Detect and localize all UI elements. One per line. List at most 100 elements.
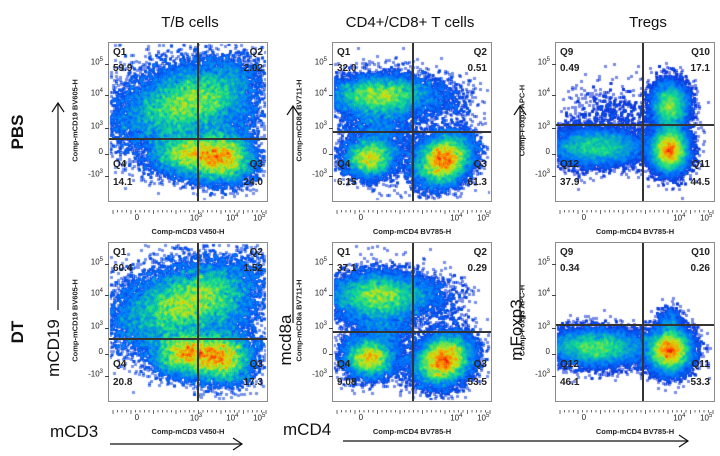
- y-tick-mark: [552, 64, 556, 66]
- y-tick-mark: [105, 328, 109, 330]
- x-axis-label: Comp-mCD4 BV785-H: [595, 427, 675, 436]
- x-tick-label: 0: [358, 413, 364, 422]
- quadrant-name: Q4: [113, 159, 127, 170]
- y-axis-label: Comp-mCD8a BV711-H: [294, 279, 304, 362]
- quadrant-percentage: 17.3: [243, 377, 263, 388]
- arrowhead-mcd19: [51, 101, 65, 113]
- flow-panel-pbs-1: Q1 32.0 Q2 0.51 Q3 61.3 Q4 6.15 105 104 103 0 -103 0 1…: [295, 42, 492, 236]
- quadrant-name: Q1: [113, 247, 127, 258]
- y-tick-label: 0: [322, 346, 327, 356]
- quadrant-gate-horizontal[interactable]: [109, 338, 267, 340]
- quadrant-percentage: 0.51: [467, 63, 487, 74]
- quadrant-name: Q3: [473, 159, 487, 170]
- flow-panel-dt-1: Q1 37.1 Q2 0.29 Q3 53.5 Q4 9.08 105 104 103 0 -103 0 1…: [295, 242, 492, 436]
- quadrant-percentage: 60.4: [113, 263, 133, 274]
- quadrant-name: Q4: [337, 159, 351, 170]
- quadrant-name: Q3: [473, 359, 487, 370]
- quadrant-name: Q2: [249, 47, 263, 58]
- x-tick-label: 0: [134, 413, 140, 422]
- x-tick-label: 105: [700, 413, 713, 423]
- quadrant-gate-vertical[interactable]: [642, 43, 644, 201]
- y-tick-mark: [329, 375, 333, 377]
- quadrant-percentage: 0.29: [467, 263, 487, 274]
- x-tick-label: 103: [189, 413, 203, 423]
- quadrant-name: Q10: [691, 47, 710, 58]
- quadrant-name: Q12: [560, 359, 579, 370]
- quadrant-percentage: 17.1: [690, 63, 710, 74]
- x-axis-minor-ticks: [556, 202, 714, 214]
- flow-panel-pbs-0: Q1 59.9 Q2 2.02 Q3 24.0 Q4 14.1 105 104 103 0 -103 0 1…: [71, 42, 268, 236]
- quadrant-name: Q10: [691, 247, 710, 258]
- y-tick-label: -103: [88, 368, 103, 379]
- quadrant-percentage: 61.3: [467, 177, 487, 188]
- quadrant-name: Q12: [560, 159, 579, 170]
- y-tick-label: 105: [314, 57, 327, 67]
- flow-panel-pbs-2: Q9 0.49 Q10 17.1 Q11 44.5 Q12 37.9 105 104 103 0 -10…: [518, 42, 715, 236]
- y-tick-mark: [105, 153, 109, 155]
- quadrant-percentage: 53.3: [690, 377, 710, 388]
- y-tick-mark: [105, 64, 109, 66]
- density-scatter: [109, 43, 267, 201]
- y-tick-label: -103: [535, 368, 550, 379]
- y-tick-label: 0: [322, 146, 327, 156]
- y-tick-label: 104: [537, 88, 550, 98]
- y-axis-label: Comp-mCD19 BV605-H: [70, 279, 80, 362]
- quadrant-percentage: 37.9: [560, 177, 580, 188]
- quadrant-percentage: 9.08: [337, 377, 357, 388]
- y-tick-mark: [329, 153, 333, 155]
- y-axis-label: Comp-Foxp3 APC-H: [517, 84, 527, 157]
- y-tick-label: 105: [314, 257, 327, 267]
- y-tick-label: -103: [312, 168, 327, 179]
- x-tick-label: 105: [253, 213, 266, 223]
- quadrant-gate-vertical[interactable]: [642, 243, 644, 401]
- x-axis-label: Comp-mCD4 BV785-H: [372, 427, 452, 436]
- quadrant-gate-horizontal[interactable]: [333, 331, 491, 333]
- y-tick-mark: [329, 175, 333, 177]
- column-title-tb-cells: T/B cells: [161, 14, 219, 31]
- x-tick-label: 104: [673, 213, 686, 223]
- x-axis-label: Comp-mCD4 BV785-H: [372, 227, 452, 236]
- y-tick-mark: [552, 328, 556, 330]
- marker-label-mcd3: mCD3: [50, 422, 99, 441]
- y-tick-label: 0: [545, 346, 550, 356]
- quadrant-gate-vertical[interactable]: [197, 243, 199, 401]
- x-tick-label: 104: [450, 213, 463, 223]
- x-axis-minor-ticks: [556, 402, 714, 414]
- quadrant-name: Q3: [249, 159, 263, 170]
- x-tick-label: 0: [134, 213, 140, 222]
- density-scatter: [556, 243, 714, 401]
- quadrant-percentage: 1.52: [243, 263, 263, 274]
- quadrant-name: Q3: [249, 359, 263, 370]
- y-tick-mark: [329, 353, 333, 355]
- quadrant-name: Q1: [337, 47, 351, 58]
- marker-label-mcd4: mCD4: [283, 420, 332, 439]
- y-tick-mark: [329, 264, 333, 266]
- quadrant-gate-horizontal[interactable]: [333, 131, 491, 133]
- arrowhead-mcd3: [232, 437, 244, 451]
- y-tick-mark: [329, 295, 333, 297]
- quadrant-gate-vertical[interactable]: [197, 43, 199, 201]
- quadrant-name: Q4: [337, 359, 351, 370]
- quadrant-name: Q1: [337, 247, 351, 258]
- y-tick-mark: [105, 95, 109, 97]
- quadrant-gate-horizontal[interactable]: [109, 138, 267, 140]
- density-scatter: [109, 243, 267, 401]
- quadrant-gate-vertical[interactable]: [412, 43, 414, 201]
- quadrant-gate-horizontal[interactable]: [556, 324, 714, 326]
- quadrant-name: Q2: [249, 247, 263, 258]
- y-tick-label: 104: [314, 88, 327, 98]
- quadrant-name: Q11: [691, 159, 710, 170]
- y-tick-label: 104: [90, 288, 103, 298]
- quadrant-gate-vertical[interactable]: [412, 243, 414, 401]
- x-tick-label: 104: [450, 413, 463, 423]
- y-tick-mark: [552, 375, 556, 377]
- y-tick-label: 105: [537, 257, 550, 267]
- y-tick-label: 103: [537, 121, 550, 131]
- quadrant-percentage: 32.0: [337, 63, 357, 74]
- quadrant-percentage: 53.5: [467, 377, 487, 388]
- quadrant-gate-horizontal[interactable]: [556, 124, 714, 126]
- quadrant-name: Q9: [560, 247, 574, 258]
- quadrant-percentage: 0.34: [560, 263, 580, 274]
- quadrant-percentage: 0.26: [690, 263, 710, 274]
